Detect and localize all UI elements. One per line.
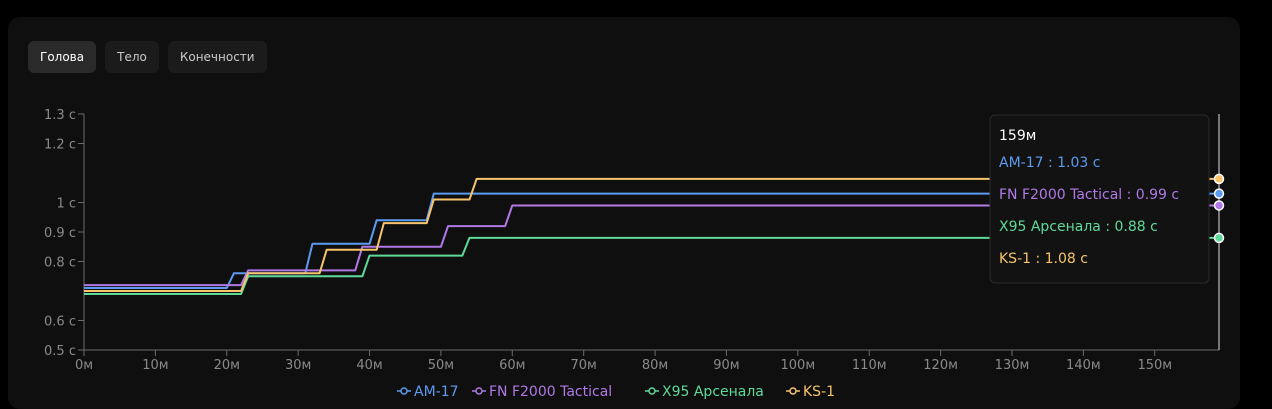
tooltip: 159м AM-17 : 1.03 с FN F2000 Tactical : … [989,114,1210,284]
tooltip-item-ks1: KS-1 : 1.08 с [999,251,1088,267]
tooltip-item-x95: X95 Арсенала : 0.88 с [999,219,1158,235]
legend-label: KS-1 [803,384,835,400]
legend-label: X95 Арсенала [662,384,764,400]
body-part-tabs: Голова Тело Конечности [28,41,267,73]
axes: 0.5 с 0.6 с 0.8 с 0.9 с 1 с 1.2 с 1.3 с 0м 10м 20… [44,108,1219,373]
cursor-marker-ks-1 [1213,173,1225,185]
legend-swatch-marker [400,387,408,395]
x-tick-label: 150м [1137,358,1172,373]
tab-limbs[interactable]: Конечности [167,41,267,73]
cursor-marker-fn-f2000-tactical [1213,200,1225,211]
legend-swatch-marker [475,387,483,395]
series-line-x95-арсенала [84,236,1219,295]
x-tick-label: 0м [75,358,93,373]
x-tick-label: 80м [642,358,668,373]
hover-cursor [1213,114,1225,350]
series-line-ks-1 [84,177,1219,292]
y-tick-label: 0.9 с [44,226,76,241]
legend-item-fn-f2000-tactical[interactable]: FN F2000 Tactical [472,384,612,400]
y-tick-label: 1 с [56,197,76,212]
tab-head[interactable]: Голова [28,41,97,73]
tooltip-item-am17: AM-17 : 1.03 с [999,155,1100,171]
y-tick-label: 1.3 с [44,108,76,123]
x-tick-label: 60м [499,358,525,373]
x-tick-label: 40м [356,358,382,373]
tooltip-item-fn-f2000: FN F2000 Tactical : 0.99 с [999,187,1179,203]
x-tick-label: 50м [428,358,454,373]
legend-label: FN F2000 Tactical [489,384,612,400]
x-tick-label: 110м [852,358,887,373]
cursor-marker-x95-арсенала [1213,232,1225,244]
tab-body[interactable]: Тело [105,41,159,73]
x-tick-label: 20м [214,358,240,373]
legend: AM-17 FN F2000 Tactical X95 Арсенала KS-1 [397,384,835,400]
tooltip-box [989,114,1210,284]
y-tick-label: 0.6 с [44,315,76,330]
tooltip-title: 159м [999,128,1036,144]
x-tick-label: 100м [781,358,816,373]
y-tick-label: 0.8 с [44,256,76,271]
cursor-marker-am-17 [1213,188,1225,199]
x-tick-label: 90м [713,358,739,373]
series-lines [84,177,1219,295]
y-tick-label: 0.5 с [44,344,76,359]
series-line-am-17 [84,192,1219,290]
x-tick-label: 140м [1066,358,1101,373]
legend-item-ks-1[interactable]: KS-1 [786,384,835,400]
legend-swatch-marker [789,387,797,395]
x-tick-label: 130м [995,358,1030,373]
x-tick-label: 70м [571,358,597,373]
legend-item-am-17[interactable]: AM-17 [397,384,459,400]
x-tick-label: 120м [923,358,958,373]
legend-item-x95-арсенала[interactable]: X95 Арсенала [645,384,764,400]
x-tick-label: 30м [285,358,311,373]
series-line-fn-f2000-tactical [84,204,1219,287]
y-tick-label: 1.2 с [44,138,76,153]
legend-label: AM-17 [414,384,459,400]
legend-swatch-marker [648,387,656,395]
x-tick-label: 10м [142,358,168,373]
